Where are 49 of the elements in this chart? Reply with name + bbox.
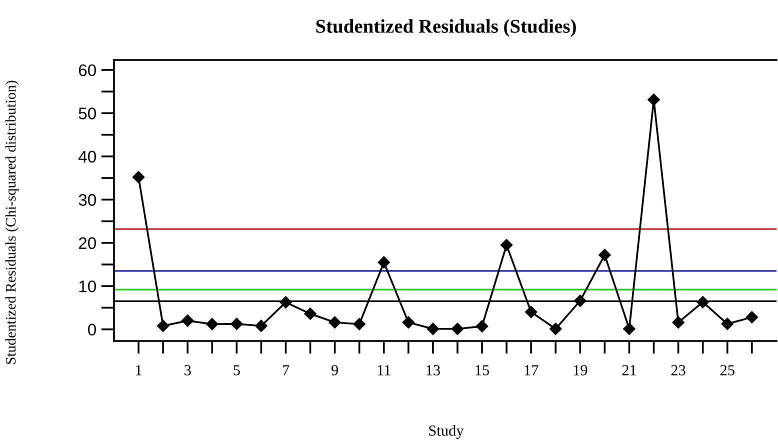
point <box>746 311 758 324</box>
point <box>598 248 611 262</box>
point <box>721 318 734 330</box>
y-tick-label: 60 <box>78 64 96 76</box>
x-axis-title: Study <box>429 425 464 439</box>
point <box>182 314 194 327</box>
y-tick-label: 0 <box>88 324 96 336</box>
x-tick-label: 25 <box>720 365 734 376</box>
point <box>328 316 341 329</box>
y-axis-title: Studentized Residuals (Chi-squared distribution) <box>5 80 19 364</box>
x-tick-label: 5 <box>234 365 240 376</box>
y-tick-label: 50 <box>78 108 96 120</box>
point <box>648 94 660 106</box>
x-tick-label: 1 <box>136 365 142 376</box>
x-tick-label: 3 <box>184 365 191 376</box>
x-tick-label: 7 <box>282 365 290 376</box>
y-tick-label: 10 <box>79 280 96 292</box>
point <box>500 238 513 252</box>
point <box>574 294 586 307</box>
point <box>304 308 316 320</box>
point <box>525 306 538 318</box>
point <box>230 318 243 330</box>
point <box>451 322 464 335</box>
y-tick-label: 20 <box>78 237 96 250</box>
point <box>550 322 562 335</box>
y-tick-label: 40 <box>78 150 96 163</box>
point <box>132 171 145 184</box>
point <box>280 296 292 308</box>
x-tick-label: 19 <box>574 365 588 376</box>
point <box>672 316 684 329</box>
point <box>426 322 440 335</box>
point <box>353 318 366 330</box>
chart-title: Studentized Residuals (Studies) <box>316 19 576 37</box>
y-tick-label: 30 <box>78 194 96 206</box>
x-tick-label: 23 <box>671 365 686 376</box>
x-tick-label: 11 <box>378 365 390 376</box>
x-tick-label: 9 <box>331 365 338 376</box>
x-tick-label: 17 <box>524 365 538 376</box>
point <box>476 320 488 332</box>
x-tick-label: 13 <box>426 365 440 376</box>
point <box>623 322 636 335</box>
point <box>156 320 170 332</box>
x-tick-label: 15 <box>476 365 490 376</box>
point <box>696 296 709 308</box>
x-tick-label: 21 <box>622 365 636 376</box>
point <box>255 320 268 332</box>
point <box>402 316 415 329</box>
point <box>206 318 218 330</box>
point <box>378 256 390 268</box>
